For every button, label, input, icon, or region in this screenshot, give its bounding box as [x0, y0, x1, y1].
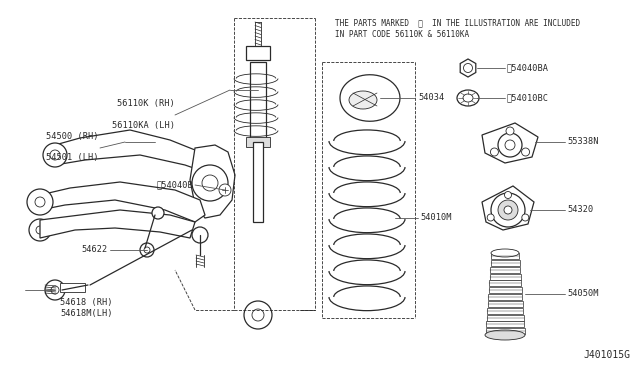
Circle shape [522, 148, 529, 156]
Text: 54501 (LH): 54501 (LH) [45, 153, 98, 162]
Bar [250, 62, 266, 142]
Circle shape [506, 127, 514, 135]
Text: 54320: 54320 [567, 205, 593, 215]
Text: ※54040BA: ※54040BA [507, 64, 549, 73]
Text: 55338N: 55338N [567, 138, 598, 147]
Bar [490, 260, 520, 266]
Polygon shape [460, 59, 476, 77]
Circle shape [192, 165, 228, 201]
Circle shape [50, 150, 60, 160]
Bar [490, 267, 520, 273]
Text: ※54010BC: ※54010BC [507, 93, 549, 103]
Text: 54050M: 54050M [567, 289, 598, 298]
Text: 54618M(LH): 54618M(LH) [60, 309, 113, 318]
Bar [60, 283, 85, 292]
Bar [491, 253, 519, 259]
Bar [486, 328, 525, 334]
Text: ※54040B: ※54040B [156, 180, 193, 189]
Circle shape [505, 140, 515, 150]
Circle shape [491, 193, 525, 227]
Text: 54034: 54034 [418, 93, 444, 103]
Circle shape [504, 206, 512, 214]
Circle shape [51, 286, 59, 294]
Circle shape [152, 207, 164, 219]
Circle shape [192, 227, 208, 243]
Text: IN PART CODE 56110K & 56110KA: IN PART CODE 56110K & 56110KA [335, 30, 469, 39]
Ellipse shape [463, 94, 473, 102]
Circle shape [219, 184, 231, 196]
Bar [246, 46, 270, 60]
Polygon shape [55, 130, 210, 172]
Text: 54010M: 54010M [420, 214, 451, 222]
Text: 56110KA (LH): 56110KA (LH) [112, 121, 175, 130]
Ellipse shape [457, 90, 479, 106]
Bar [487, 308, 523, 314]
Polygon shape [40, 210, 195, 238]
Ellipse shape [491, 249, 519, 257]
Circle shape [35, 197, 45, 207]
Bar [253, 142, 263, 222]
Text: 54618 (RH): 54618 (RH) [60, 298, 113, 307]
Circle shape [498, 200, 518, 220]
Polygon shape [40, 182, 205, 222]
Circle shape [522, 214, 529, 221]
Circle shape [36, 226, 44, 234]
Bar [490, 273, 520, 279]
Bar [486, 314, 524, 321]
Polygon shape [190, 145, 235, 218]
Text: 54622: 54622 [82, 246, 108, 254]
Polygon shape [340, 75, 400, 121]
Text: THE PARTS MARKED  ※  IN THE ILLUSTRATION ARE INCLUDED: THE PARTS MARKED ※ IN THE ILLUSTRATION A… [335, 18, 580, 27]
Circle shape [43, 143, 67, 167]
Polygon shape [482, 186, 534, 230]
Circle shape [27, 189, 53, 215]
Bar [246, 137, 270, 147]
Bar [488, 294, 522, 300]
Circle shape [45, 280, 65, 300]
Bar [486, 321, 524, 327]
Bar [488, 287, 522, 293]
Circle shape [140, 243, 154, 257]
Circle shape [244, 301, 272, 329]
Polygon shape [482, 123, 538, 163]
Circle shape [463, 64, 472, 73]
Ellipse shape [349, 91, 377, 109]
Circle shape [490, 148, 499, 156]
Bar [488, 301, 522, 307]
Bar [489, 280, 521, 286]
Circle shape [144, 247, 150, 253]
Ellipse shape [485, 330, 525, 340]
Circle shape [487, 214, 494, 221]
Circle shape [504, 192, 511, 199]
Text: 54500 (RH): 54500 (RH) [45, 132, 98, 141]
Text: J401015G: J401015G [583, 350, 630, 360]
Circle shape [498, 133, 522, 157]
Circle shape [29, 219, 51, 241]
Text: 56110K (RH): 56110K (RH) [117, 99, 175, 108]
Circle shape [202, 175, 218, 191]
Circle shape [252, 309, 264, 321]
